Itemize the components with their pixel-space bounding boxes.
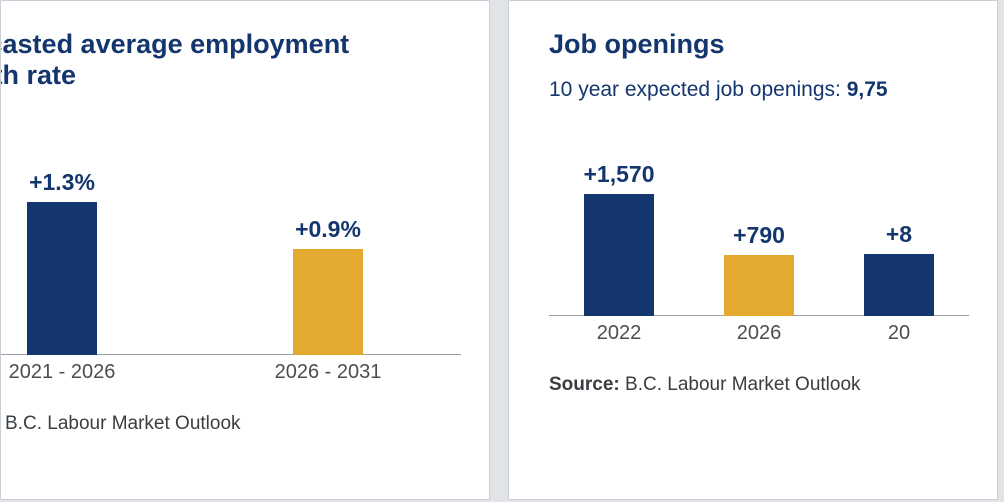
bar-group: +1.3%2021 - 2026: [0, 169, 132, 355]
bar-x-label: 2026: [737, 322, 782, 345]
bars-container: +1,5702022+7902026+820: [549, 108, 969, 316]
bar-value: +0.9%: [295, 216, 361, 243]
bar-group: +1,5702022: [549, 161, 689, 316]
chart-area: +1.3%2021 - 2026+0.9%2026 - 2031: [0, 99, 469, 389]
viewport: Forecasted average employment growth rat…: [0, 0, 1004, 502]
source-text: B.C. Labour Market Outlook: [5, 413, 241, 434]
bar-x-label: 20: [888, 322, 910, 345]
bar-value: +1,570: [584, 161, 655, 188]
bar-value: +1.3%: [29, 169, 95, 196]
bar: [293, 249, 363, 355]
source-line: Source: B.C. Labour Market Outlook: [549, 374, 977, 396]
chart-subtitle: 10 year expected job openings: 9,75: [549, 78, 977, 102]
title-line1: Forecasted average employment: [0, 29, 349, 59]
source-line: Source: B.C. Labour Market Outlook: [0, 413, 469, 435]
bar-value: +8: [886, 221, 912, 248]
bars-container: +1.3%2021 - 2026 +0.9%2026 - 2031: [0, 99, 461, 355]
chart-title: Forecasted average employment growth rat…: [0, 29, 469, 91]
bar-group: +7902026: [689, 222, 829, 316]
subtitle-value: 9,75: [847, 78, 888, 101]
bar: [864, 254, 934, 316]
panel-job-openings: Job openings 10 year expected job openin…: [508, 0, 998, 500]
bar-group: +0.9%2026 - 2031: [258, 216, 398, 355]
chart-title: Job openings: [549, 29, 977, 60]
title-line2: growth rate: [0, 60, 76, 90]
bar-x-label: 2022: [597, 322, 642, 345]
bar-x-label: 2026 - 2031: [275, 361, 382, 384]
subtitle-prefix: 10 year expected job openings:: [549, 78, 847, 101]
bar-x-label: 2021 - 2026: [9, 361, 116, 384]
bar-value: +790: [733, 222, 785, 249]
panel-growth-rate: Forecasted average employment growth rat…: [0, 0, 490, 500]
bar: [27, 202, 97, 355]
bar: [584, 194, 654, 316]
chart-area: +1,5702022+7902026+820: [549, 108, 977, 350]
bar-group: +820: [829, 221, 969, 316]
source-label: Source:: [549, 374, 620, 395]
bar: [724, 255, 794, 316]
source-text: B.C. Labour Market Outlook: [625, 374, 861, 395]
